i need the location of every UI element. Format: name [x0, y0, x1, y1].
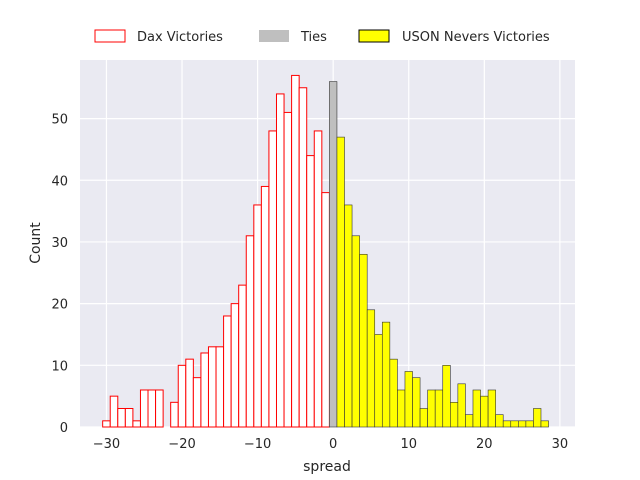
y-tick-label: 50 — [51, 113, 68, 128]
histogram-bar-uson-nevers-victories — [351, 235, 360, 428]
x-tick-label: −20 — [168, 437, 195, 452]
histogram-bar-uson-nevers-victories — [389, 358, 398, 428]
histogram-bar-dax-victories — [200, 352, 209, 428]
legend-swatch-ties — [259, 30, 289, 42]
histogram-bar-dax-victories — [185, 358, 194, 428]
histogram-bar-uson-nevers-victories — [487, 389, 496, 428]
histogram-bar-dax-victories — [207, 346, 217, 428]
y-tick-label: 30 — [51, 236, 68, 251]
tick-labels: −30 −20 −10 0 10 20 30 0 10 20 30 40 50 — [51, 113, 568, 452]
bars — [102, 74, 549, 428]
legend-swatch-uson-nevers-victories — [358, 29, 390, 43]
histogram-bar-dax-victories — [260, 185, 270, 428]
x-tick-label: 10 — [400, 437, 417, 452]
histogram-bar-dax-victories — [223, 315, 232, 428]
histogram-bar-dax-victories — [215, 346, 225, 428]
histogram-bar-uson-nevers-victories — [518, 420, 527, 428]
histogram-bar-uson-nevers-victories — [502, 420, 512, 428]
legend-swatch-dax-victories — [94, 29, 126, 43]
histogram-bar-ties — [329, 81, 338, 428]
histogram-bar-dax-victories — [132, 420, 141, 428]
legend-label-uson-nevers-victories: USON Nevers Victories — [402, 30, 550, 45]
y-tick-label: 10 — [51, 359, 68, 374]
histogram-bar-dax-victories — [109, 395, 119, 428]
histogram-bar-uson-nevers-victories — [442, 365, 451, 428]
histogram-bar-uson-nevers-victories — [525, 420, 534, 428]
legend-label-ties: Ties — [300, 30, 327, 45]
histogram-bar-uson-nevers-victories — [472, 389, 481, 428]
histogram-bar-uson-nevers-victories — [465, 414, 474, 428]
histogram-bar-dax-victories — [170, 401, 179, 428]
histogram-bar-uson-nevers-victories — [404, 371, 413, 428]
x-tick-label: −10 — [244, 437, 271, 452]
histogram-bar-dax-victories — [177, 364, 187, 428]
histogram-bar-uson-nevers-victories — [419, 408, 428, 428]
x-tick-label: 30 — [552, 437, 569, 452]
histogram-bar-uson-nevers-victories — [457, 383, 466, 428]
histogram-bar-dax-victories — [102, 420, 111, 428]
y-axis-label: Count — [28, 222, 44, 264]
histogram-bar-uson-nevers-victories — [374, 334, 383, 428]
histogram-bar-dax-victories — [245, 235, 255, 428]
histogram-bar-uson-nevers-victories — [427, 389, 436, 428]
histogram-bar-uson-nevers-victories — [397, 389, 406, 428]
histogram-bar-dax-victories — [238, 284, 247, 428]
histogram-bar-uson-nevers-victories — [450, 402, 459, 428]
histogram-bar-dax-victories — [291, 74, 300, 428]
x-tick-label: 0 — [329, 437, 337, 452]
histogram-bar-dax-victories — [298, 87, 308, 428]
histogram-bar-dax-victories — [313, 130, 323, 428]
y-tick-label: 40 — [51, 174, 68, 189]
histogram-bar-uson-nevers-victories — [510, 420, 519, 428]
histogram-bar-dax-victories — [268, 130, 277, 428]
histogram-bar-dax-victories — [147, 389, 157, 428]
x-tick-label: −30 — [93, 437, 120, 452]
legend: Dax Victories Ties USON Nevers Victories — [94, 29, 550, 45]
histogram-bar-dax-victories — [117, 407, 126, 428]
histogram-bar-uson-nevers-victories — [344, 204, 353, 428]
histogram-bar-dax-victories — [283, 111, 293, 428]
legend-label-dax-victories: Dax Victories — [137, 30, 223, 45]
histogram-bar-dax-victories — [139, 389, 149, 428]
histogram-bar-uson-nevers-victories — [540, 420, 549, 428]
histogram-bar-dax-victories — [124, 407, 134, 428]
histogram-bar-dax-victories — [321, 192, 330, 428]
histogram-bar-dax-victories — [253, 204, 262, 428]
histogram-bar-uson-nevers-victories — [533, 408, 542, 428]
histogram-bar-dax-victories — [192, 377, 202, 428]
x-axis-label: spread — [303, 459, 351, 475]
histogram-bar-uson-nevers-victories — [412, 377, 421, 428]
x-tick-label: 20 — [476, 437, 493, 452]
y-tick-label: 20 — [51, 298, 68, 313]
histogram-bar-uson-nevers-victories — [480, 395, 489, 428]
histogram-bar-dax-victories — [275, 93, 285, 428]
histogram-bar-dax-victories — [155, 389, 164, 428]
histogram-bar-uson-nevers-victories — [366, 309, 376, 428]
histogram-bar-dax-victories — [230, 303, 240, 428]
histogram-bar-uson-nevers-victories — [434, 389, 444, 428]
histogram-bar-uson-nevers-victories — [359, 253, 368, 428]
histogram-bar-uson-nevers-victories — [381, 321, 391, 428]
y-tick-label: 0 — [60, 421, 68, 436]
histogram-bar-uson-nevers-victories — [495, 414, 504, 428]
histogram-bar-dax-victories — [306, 155, 315, 428]
histogram-bar-uson-nevers-victories — [336, 136, 345, 428]
